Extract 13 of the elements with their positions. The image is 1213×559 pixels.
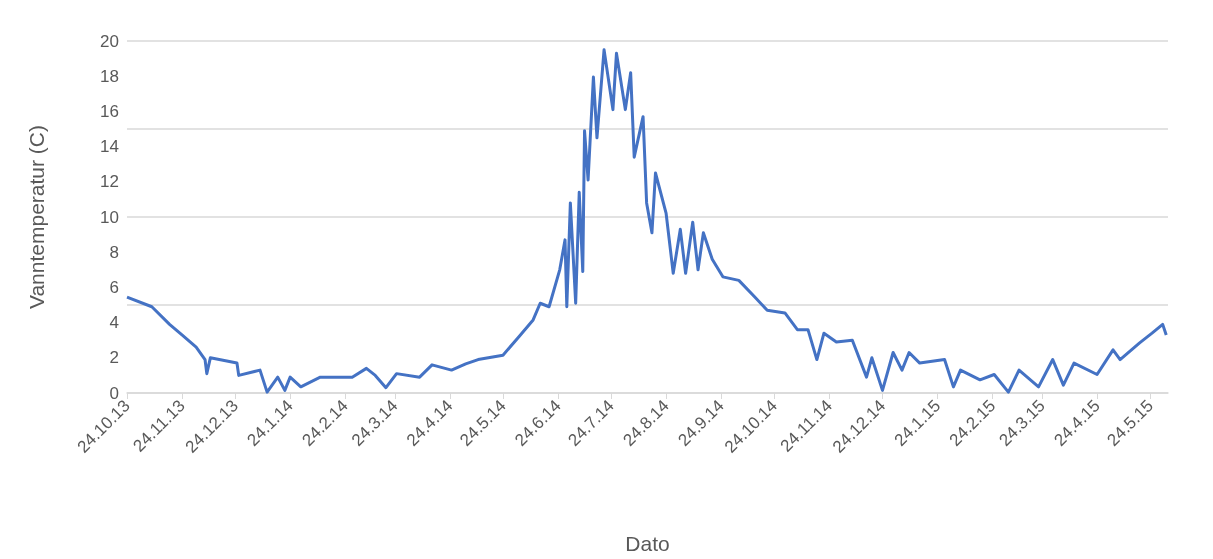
y-tick-label: 0 xyxy=(109,383,119,403)
x-axis-title: Dato xyxy=(625,532,670,555)
y-axis-title: Vanntemperatur (C) xyxy=(25,124,48,310)
y-tick-label: 20 xyxy=(100,31,119,51)
y-tick-label: 18 xyxy=(100,66,119,86)
y-tick-label: 14 xyxy=(100,137,119,157)
y-tick-label: 16 xyxy=(100,101,119,121)
y-tick-label: 8 xyxy=(109,242,119,262)
y-tick-label: 12 xyxy=(100,172,119,192)
y-tick-label: 4 xyxy=(109,313,119,333)
y-tick-label: 10 xyxy=(100,207,119,227)
y-tick-label: 2 xyxy=(109,348,119,368)
y-tick-label: 6 xyxy=(109,277,119,297)
